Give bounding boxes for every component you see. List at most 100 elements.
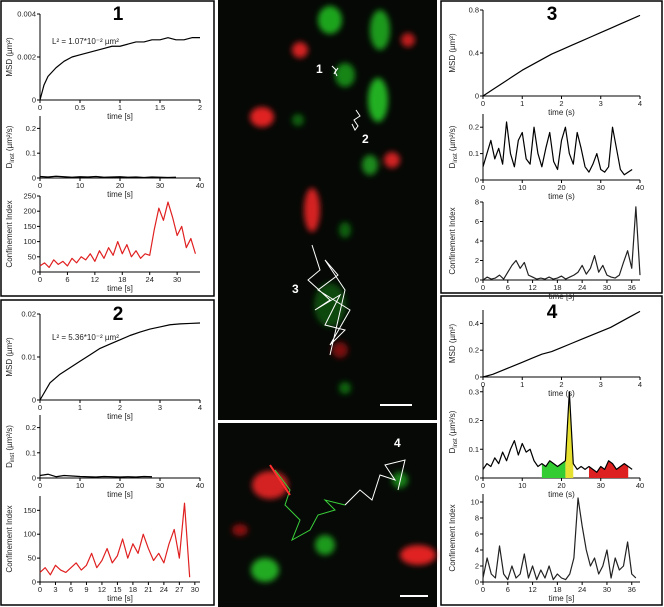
- x-tick-label: 40: [196, 481, 204, 490]
- y-axis-label-sub: inst: [453, 438, 459, 448]
- y-tick-label: 0.1: [469, 445, 479, 454]
- y-tick-label: 4: [475, 237, 479, 246]
- annotation: L² = 1.07*10⁻² µm²: [52, 37, 119, 46]
- x-tick-label: 40: [636, 481, 644, 490]
- y-tick-label: 0: [32, 268, 36, 277]
- y-axis-label-sub: inst: [10, 452, 16, 462]
- panel-frame: [440, 0, 663, 294]
- y-axis-label-text: MSD (µm²): [448, 324, 457, 364]
- image-label: 1: [316, 62, 323, 76]
- x-tick-label: 30: [191, 585, 199, 594]
- y-axis-label: Dinst (µm²/s): [448, 125, 459, 168]
- y-tick-label: 6: [475, 530, 479, 539]
- image-label: 4: [394, 436, 401, 450]
- x-tick-label: 0: [38, 181, 42, 190]
- x-tick-label: 6: [69, 585, 73, 594]
- x-tick-label: 40: [636, 183, 644, 192]
- data-line: [482, 121, 633, 176]
- x-tick-label: 30: [603, 585, 611, 594]
- y-tick-label: 10: [471, 498, 479, 507]
- x-tick-label: 20: [116, 181, 124, 190]
- x-axis-label: time (s): [548, 389, 575, 398]
- y-axis-label: Dinst (µm²/s): [5, 425, 16, 468]
- x-tick-label: 0: [481, 481, 485, 490]
- data-line: [39, 502, 191, 578]
- y-tick-label: 0.4: [469, 319, 479, 328]
- x-tick-label: 10: [518, 481, 526, 490]
- x-tick-label: 21: [144, 585, 152, 594]
- panel-number: 4: [547, 302, 558, 323]
- y-tick-label: 100: [23, 530, 36, 539]
- y-axis-label-unit: (µm²/s): [5, 125, 14, 153]
- x-tick-label: 40: [196, 181, 204, 190]
- data-line: [482, 14, 641, 97]
- x-tick-label: 0: [481, 380, 485, 389]
- y-axis-label: Confinement Index: [5, 200, 14, 267]
- x-tick-label: 36: [628, 585, 636, 594]
- x-tick-label: 10: [76, 481, 84, 490]
- y-tick-label: 6: [475, 217, 479, 226]
- x-tick-label: 30: [156, 481, 164, 490]
- x-axis-label: time [s]: [549, 292, 575, 301]
- y-tick-label: 0.1: [469, 149, 479, 158]
- x-tick-label: 4: [638, 380, 642, 389]
- x-tick-label: 12: [528, 585, 536, 594]
- y-axis-label-text: D: [448, 162, 457, 168]
- y-tick-label: 50: [28, 252, 36, 261]
- y-axis-label: Dinst (µm²/s): [448, 410, 459, 453]
- y-tick-label: 0.2: [469, 346, 479, 355]
- x-tick-label: 3: [53, 585, 57, 594]
- y-axis-label-text: MSD (µm²): [448, 33, 457, 73]
- y-tick-label: 0.01: [21, 353, 36, 362]
- x-tick-label: 18: [553, 585, 561, 594]
- x-tick-label: 0: [38, 103, 42, 112]
- y-axis-label: Confinement Index: [448, 504, 457, 571]
- y-tick-label: 0.2: [469, 123, 479, 132]
- y-tick-label: 0.2: [26, 423, 36, 432]
- x-tick-label: 2: [118, 403, 122, 412]
- x-tick-label: 3: [599, 99, 603, 108]
- x-tick-label: 24: [578, 585, 586, 594]
- y-tick-label: 0.002: [17, 53, 36, 62]
- y-tick-label: 100: [23, 237, 36, 246]
- x-tick-label: 10: [76, 181, 84, 190]
- y-tick-label: 8: [475, 198, 479, 207]
- x-tick-label: 0: [38, 585, 42, 594]
- y-tick-label: 0: [475, 474, 479, 483]
- x-tick-label: 0: [38, 403, 42, 412]
- x-tick-label: 3: [599, 380, 603, 389]
- highlight-area: [588, 460, 629, 478]
- y-axis-label-unit: (µm²/s): [5, 425, 14, 453]
- x-axis-label: time [s]: [107, 594, 133, 603]
- y-axis-label: MSD (µm²): [5, 37, 14, 77]
- y-tick-label: 0: [475, 578, 479, 587]
- y-tick-label: 200: [23, 207, 36, 216]
- x-tick-label: 20: [116, 481, 124, 490]
- x-axis-label: time [s]: [107, 112, 133, 121]
- microscopy-bottom: [218, 423, 437, 607]
- panel-number: 1: [113, 4, 124, 25]
- y-axis-label: MSD (µm²): [448, 33, 457, 73]
- y-axis-label-sub: inst: [10, 153, 16, 163]
- x-tick-label: 0: [38, 481, 42, 490]
- x-axis-label: time [s]: [549, 594, 575, 603]
- image-label: 3: [292, 282, 299, 296]
- x-axis-label: time (s): [548, 108, 575, 117]
- x-tick-label: 4: [638, 99, 642, 108]
- x-axis-label: time (s): [548, 192, 575, 201]
- y-axis-label-text: D: [448, 447, 457, 453]
- y-axis-label: Confinement Index: [5, 505, 14, 572]
- x-tick-label: 6: [506, 585, 510, 594]
- x-tick-label: 30: [597, 481, 605, 490]
- data-line: [39, 175, 177, 179]
- y-tick-label: 0.02: [21, 310, 36, 319]
- data-line: [39, 473, 153, 478]
- y-tick-label: 0.2: [469, 416, 479, 425]
- y-tick-label: 0: [475, 92, 479, 101]
- x-tick-label: 15: [113, 585, 121, 594]
- y-axis-label-text: MSD (µm²): [5, 37, 14, 77]
- y-tick-label: 0: [32, 396, 36, 405]
- y-tick-label: 50: [28, 554, 36, 563]
- x-tick-label: 30: [603, 283, 611, 292]
